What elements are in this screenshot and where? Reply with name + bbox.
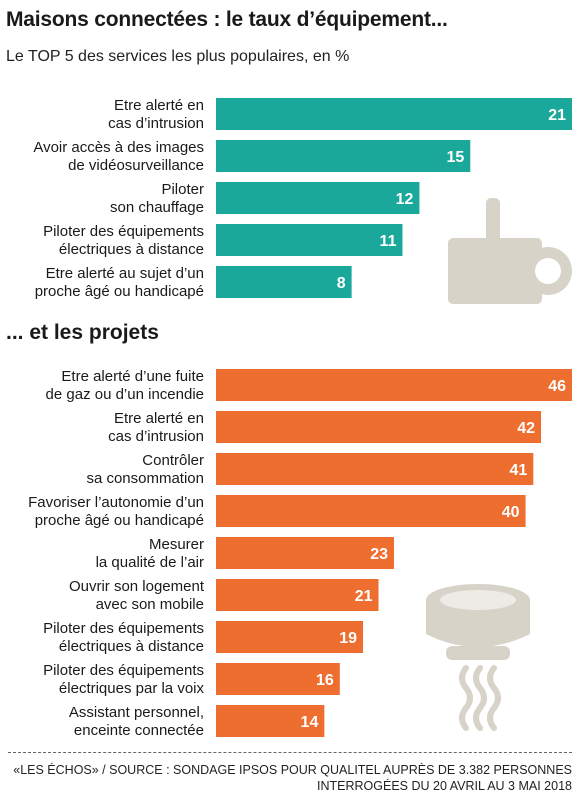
bar-value-label: 23 (370, 546, 388, 563)
smoke-detector-icon (426, 584, 530, 731)
bar (216, 411, 542, 443)
bar (216, 663, 340, 695)
projects-section-title: ... et les projets (6, 321, 159, 344)
bar-value-label: 21 (548, 107, 566, 124)
category-label: Contrôler (142, 452, 204, 469)
bar (216, 98, 572, 130)
bar-value-label: 12 (396, 191, 414, 208)
bar (216, 621, 364, 653)
chart-title: Maisons connectées : le taux d’équipemen… (6, 8, 448, 31)
category-label: Etre alerté en (114, 97, 204, 114)
source-note: «LES ÉCHOS» / SOURCE : SONDAGE IPSOS POU… (6, 762, 572, 794)
bar (216, 495, 526, 527)
category-label: proche âgé ou handicapé (35, 512, 204, 529)
bar (216, 182, 420, 214)
category-label: avec son mobile (96, 596, 204, 613)
bar (216, 369, 572, 401)
category-label: Piloter (161, 181, 204, 198)
category-label: Mesurer (149, 536, 204, 553)
bar-value-label: 42 (517, 420, 535, 437)
bar-value-label: 46 (548, 378, 566, 395)
category-label: électriques à distance (59, 241, 204, 258)
bar-value-label: 40 (502, 504, 520, 521)
category-label: sa consommation (86, 470, 204, 487)
bar (216, 537, 394, 569)
category-label: de vidéosurveillance (68, 157, 204, 174)
category-label: électriques par la voix (59, 680, 205, 697)
bar (216, 140, 471, 172)
category-label: Assistant personnel, (69, 704, 204, 721)
chart-subtitle: Le TOP 5 des services les plus populaire… (6, 48, 350, 65)
bar (216, 266, 352, 298)
bar-value-label: 21 (355, 588, 373, 605)
bar (216, 453, 534, 485)
bar (216, 224, 403, 256)
category-label: Ouvrir son logement (69, 578, 205, 595)
bar-value-label: 19 (339, 630, 357, 647)
category-label: Etre alerté au sujet d’un (46, 265, 204, 282)
category-label: cas d’intrusion (108, 428, 204, 445)
category-label: Piloter des équipements (43, 662, 204, 679)
category-label: Piloter des équipements (43, 223, 204, 240)
bar (216, 579, 379, 611)
bar-value-label: 11 (380, 233, 397, 250)
category-label: proche âgé ou handicapé (35, 283, 204, 300)
category-label: de gaz ou d’un incendie (46, 386, 204, 403)
category-label: Avoir accès à des images (33, 139, 204, 156)
source-line-1: «LES ÉCHOS» / SOURCE : SONDAGE IPSOS POU… (13, 763, 572, 777)
bar-value-label: 14 (301, 714, 319, 731)
category-label: son chauffage (110, 199, 204, 216)
category-label: électriques à distance (59, 638, 204, 655)
bar-value-label: 8 (337, 275, 346, 292)
category-label: Piloter des équipements (43, 620, 204, 637)
bar-value-label: 15 (446, 149, 464, 166)
source-line-2: INTERROGÉES DU 20 AVRIL AU 3 MAI 2018 (317, 779, 572, 793)
category-label: Favoriser l’autonomie d’un (28, 494, 204, 511)
camera-icon (448, 198, 572, 304)
bar-value-label: 41 (510, 462, 528, 479)
footer-divider (8, 752, 572, 753)
category-label: Etre alerté d’une fuite (61, 368, 204, 385)
category-label: la qualité de l’air (96, 554, 204, 571)
category-label: enceinte connectée (74, 722, 204, 739)
category-label: Etre alerté en (114, 410, 204, 427)
category-label: cas d’intrusion (108, 115, 204, 132)
bar (216, 705, 325, 737)
bar-value-label: 16 (316, 672, 334, 689)
